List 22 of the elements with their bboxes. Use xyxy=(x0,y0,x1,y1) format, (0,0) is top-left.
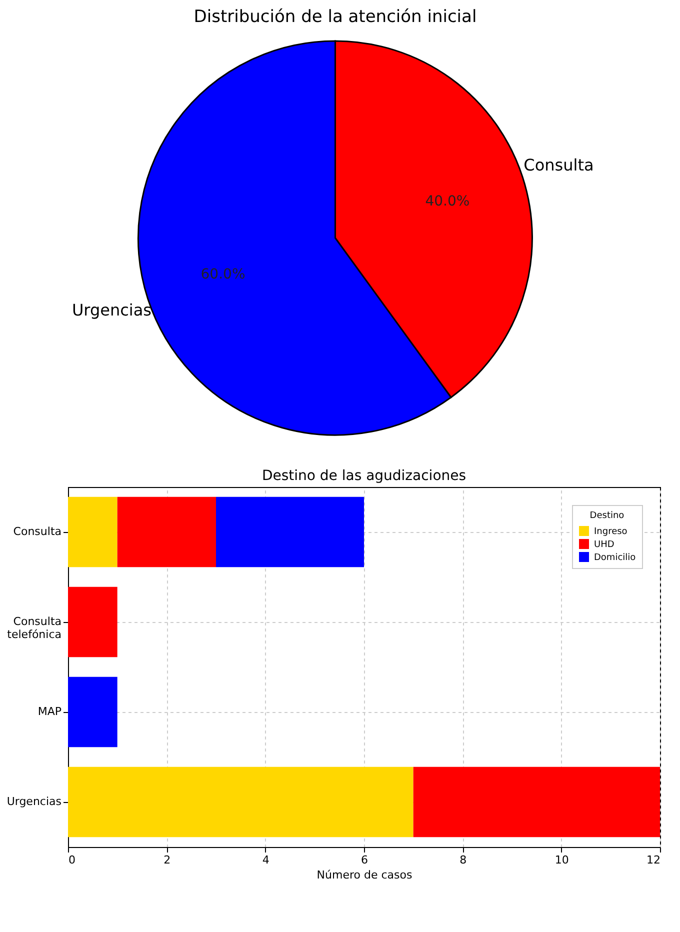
slice-label: Consulta xyxy=(524,155,594,174)
slice-label: Urgencias xyxy=(72,300,152,320)
x-tick-label: 6 xyxy=(361,854,368,866)
chart-title: Destino de las agudizaciones xyxy=(262,468,466,484)
x-tick-label: 2 xyxy=(164,854,171,866)
y-tick-label: Consulta xyxy=(13,525,62,538)
x-tick-label: 4 xyxy=(262,854,270,866)
x-axis-title: Número de casos xyxy=(316,868,412,882)
legend-label: Ingreso xyxy=(594,527,628,537)
data-label: 40.0% xyxy=(425,194,470,210)
y-tick-label: Urgencias xyxy=(6,795,62,808)
chart-title: Distribución de la atención inicial xyxy=(194,7,477,27)
x-tick-label: 10 xyxy=(554,854,569,866)
legend-title: Destino xyxy=(590,511,625,521)
data-label: 60.0% xyxy=(200,266,246,282)
x-tick-label: 12 xyxy=(646,854,660,866)
y-tick-label: MAP xyxy=(38,705,62,718)
y-tick-label: Consulta telefónica xyxy=(7,615,62,641)
legend-label: Domicilio xyxy=(594,553,636,563)
x-tick-label: 0 xyxy=(68,854,76,866)
legend-label: UHD xyxy=(594,540,614,550)
x-tick-label: 8 xyxy=(460,854,467,866)
